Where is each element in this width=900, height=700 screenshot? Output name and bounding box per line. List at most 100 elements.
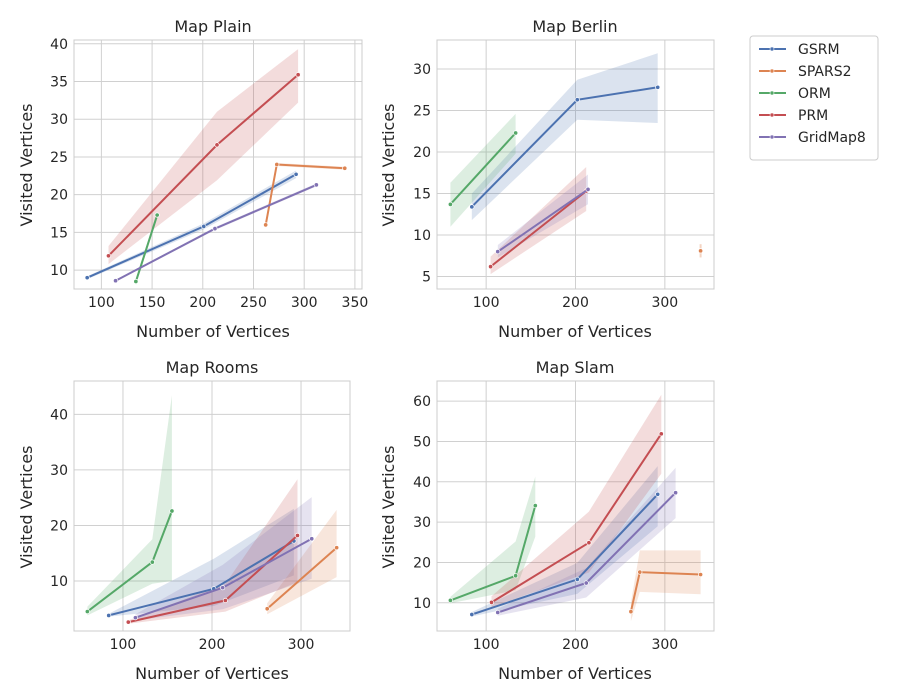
line-spars2 <box>266 546 338 610</box>
point-prm <box>488 264 494 270</box>
point-orm <box>513 130 519 136</box>
y-tick-label: 5 <box>422 270 431 286</box>
legend-label: GridMap8 <box>798 130 866 146</box>
legend-marker <box>769 112 775 118</box>
panel-title: Map Rooms <box>166 358 259 377</box>
y-axis-label: Visited Vertices <box>17 104 36 227</box>
x-axis-label: Number of Vertices <box>498 322 652 341</box>
y-tick-label: 10 <box>50 574 68 590</box>
point-gridmap8 <box>220 585 226 591</box>
point-prm <box>658 431 664 437</box>
y-tick-label: 25 <box>50 150 68 166</box>
panel-map-rooms: Map Rooms Number of Vertices Visited Ver… <box>17 358 351 683</box>
y-tick-label: 40 <box>413 475 431 491</box>
legend-item: PRM <box>759 108 828 124</box>
legend-item: GSRM <box>759 42 840 58</box>
point-gridmap8 <box>495 609 501 616</box>
y-axis-label: Visited Vertices <box>379 104 398 227</box>
line-orm <box>134 214 159 282</box>
x-tick-label: 200 <box>562 637 589 653</box>
x-tick-label: 200 <box>199 637 226 653</box>
line-gridmap8 <box>497 188 589 253</box>
x-tick-label: 100 <box>88 295 115 311</box>
x-tick-label: 100 <box>110 637 137 653</box>
point-orm <box>447 597 453 603</box>
panel-map-berlin: Map Berlin Number of Vertices Visited Ve… <box>379 17 715 341</box>
y-tick-label: 20 <box>413 555 431 571</box>
y-tick-label: 40 <box>50 37 68 53</box>
panel-map-slam: Map Slam Number of Vertices Visited Vert… <box>379 358 715 683</box>
point-gsrm <box>201 223 207 229</box>
plot-frame <box>73 39 363 290</box>
confidence-bands <box>450 394 701 622</box>
point-prm <box>295 72 301 78</box>
point-gsrm <box>469 204 475 210</box>
point-prm <box>105 253 112 259</box>
legend-marker <box>769 46 775 52</box>
legend-label: PRM <box>798 108 828 124</box>
point-gsrm <box>574 97 580 103</box>
panel-map-plain: Map Plain Number of Vertices Visited Ver… <box>17 17 368 341</box>
y-tick-label: 35 <box>50 75 68 91</box>
y-tick-label: 20 <box>50 188 68 204</box>
point-gridmap8 <box>113 278 119 284</box>
point-orm <box>169 508 175 514</box>
point-prm <box>222 597 228 603</box>
x-axis-label: Number of Vertices <box>498 664 652 683</box>
legend-marker <box>769 90 775 96</box>
point-spars2 <box>628 609 634 615</box>
y-tick-label: 15 <box>50 225 68 241</box>
grid <box>437 381 714 631</box>
y-tick-label: 10 <box>413 228 431 244</box>
point-orm <box>149 559 155 565</box>
x-tick-label: 350 <box>342 295 369 311</box>
band-prm <box>491 394 662 608</box>
series-lines <box>84 508 340 625</box>
point-prm <box>125 619 131 625</box>
y-tick-label: 25 <box>413 104 431 120</box>
band-orm <box>450 113 516 227</box>
point-spars2 <box>698 571 704 578</box>
y-tick-label: 50 <box>413 434 431 450</box>
x-tick-label: 250 <box>240 295 267 311</box>
point-spars2 <box>274 161 280 168</box>
point-gsrm <box>574 576 580 582</box>
point-gridmap8 <box>132 615 138 621</box>
legend-item: SPARS2 <box>759 64 852 80</box>
point-gridmap8 <box>673 490 679 496</box>
point-gridmap8 <box>495 249 501 255</box>
point-gsrm <box>293 171 299 177</box>
legend-marker <box>769 68 775 74</box>
point-gridmap8 <box>583 580 589 586</box>
legend-label: GSRM <box>798 42 840 58</box>
x-tick-label: 100 <box>473 637 500 653</box>
legend-marker <box>769 134 775 140</box>
legend-item: GridMap8 <box>759 130 866 146</box>
band-prm <box>108 49 299 265</box>
y-axis-label: Visited Vertices <box>17 446 36 569</box>
panel-title: Map Plain <box>174 17 251 36</box>
point-prm <box>294 532 301 538</box>
band-gsrm <box>108 508 294 617</box>
point-gsrm <box>84 275 90 281</box>
series-lines <box>84 72 348 285</box>
band-gridmap8 <box>135 497 312 621</box>
point-gsrm <box>469 611 475 618</box>
y-tick-label: 15 <box>413 187 431 203</box>
point-gridmap8 <box>585 186 591 192</box>
grid <box>74 40 362 289</box>
legend-item: ORM <box>759 86 831 102</box>
point-gridmap8 <box>309 536 315 542</box>
legend-label: ORM <box>798 86 831 102</box>
line-prm <box>489 190 587 268</box>
point-gsrm <box>655 84 661 90</box>
point-orm <box>154 212 160 218</box>
y-tick-label: 10 <box>50 263 68 279</box>
point-orm <box>133 278 139 285</box>
point-spars2 <box>637 569 643 575</box>
point-spars2 <box>334 545 340 551</box>
x-tick-label: 300 <box>291 295 318 311</box>
point-spars2 <box>263 222 269 228</box>
point-orm <box>447 201 453 207</box>
